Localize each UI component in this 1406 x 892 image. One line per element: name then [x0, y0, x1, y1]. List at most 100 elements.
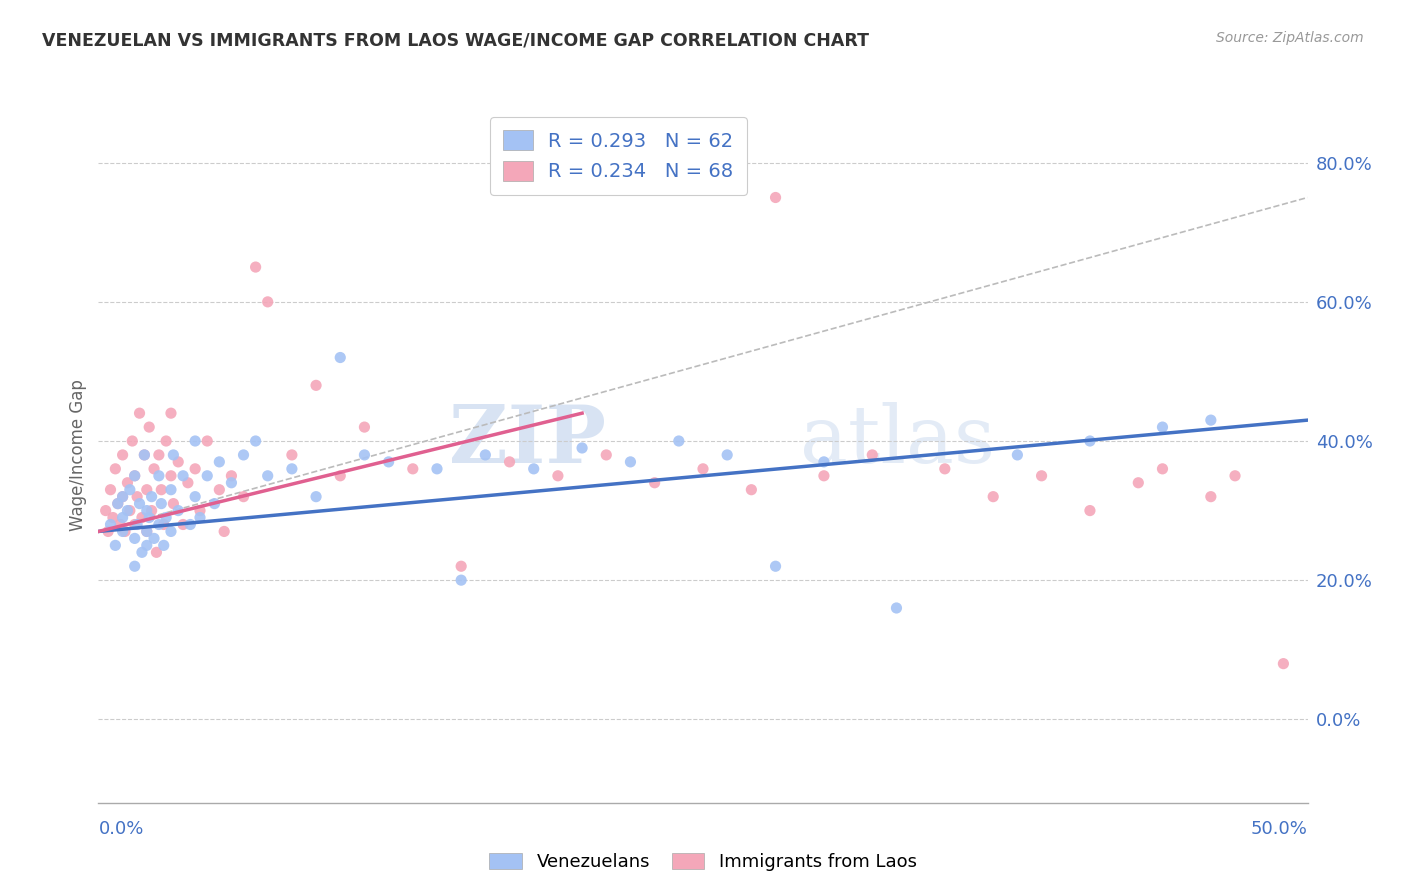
Point	[111, 448, 134, 462]
Point	[281, 448, 304, 462]
Point	[329, 468, 352, 483]
Point	[117, 503, 139, 517]
Point	[1152, 462, 1174, 476]
Point	[118, 503, 141, 517]
Point	[1199, 490, 1222, 504]
Point	[221, 475, 243, 490]
Y-axis label: Wage/Income Gap: Wage/Income Gap	[69, 379, 87, 531]
Point	[148, 468, 170, 483]
Point	[256, 468, 278, 483]
Point	[1152, 420, 1174, 434]
Point	[107, 497, 129, 511]
Point	[160, 524, 183, 539]
Point	[150, 497, 173, 511]
Point	[208, 483, 231, 497]
Point	[1199, 413, 1222, 427]
Point	[155, 434, 177, 448]
Point	[177, 475, 200, 490]
Point	[172, 468, 194, 483]
Point	[668, 434, 690, 448]
Point	[162, 448, 184, 462]
Point	[128, 406, 150, 420]
Point	[188, 510, 211, 524]
Point	[256, 294, 278, 309]
Point	[474, 448, 496, 462]
Point	[127, 517, 149, 532]
Point	[145, 545, 167, 559]
Point	[167, 503, 190, 517]
Point	[595, 448, 617, 462]
Point	[245, 434, 267, 448]
Point	[1007, 448, 1029, 462]
Point	[138, 510, 160, 524]
Point	[353, 420, 375, 434]
Point	[148, 448, 170, 462]
Point	[104, 538, 127, 552]
Point	[117, 475, 139, 490]
Legend: Venezuelans, Immigrants from Laos: Venezuelans, Immigrants from Laos	[482, 846, 924, 879]
Point	[305, 378, 328, 392]
Point	[765, 190, 787, 204]
Point	[765, 559, 787, 574]
Point	[100, 483, 122, 497]
Point	[124, 517, 146, 532]
Point	[184, 462, 207, 476]
Point	[94, 503, 117, 517]
Point	[1031, 468, 1053, 483]
Point	[232, 448, 254, 462]
Point	[135, 524, 157, 539]
Point	[172, 517, 194, 532]
Point	[305, 490, 328, 504]
Text: atlas: atlas	[800, 402, 995, 480]
Point	[1078, 503, 1101, 517]
Point	[128, 497, 150, 511]
Text: 50.0%: 50.0%	[1251, 821, 1308, 838]
Point	[498, 455, 520, 469]
Point	[716, 448, 738, 462]
Point	[155, 510, 177, 524]
Point	[141, 490, 163, 504]
Point	[108, 517, 131, 532]
Point	[160, 406, 183, 420]
Point	[1223, 468, 1246, 483]
Point	[813, 455, 835, 469]
Point	[143, 532, 166, 546]
Text: 0.0%: 0.0%	[98, 821, 143, 838]
Point	[402, 462, 425, 476]
Point	[860, 448, 883, 462]
Point	[195, 468, 218, 483]
Point	[813, 468, 835, 483]
Point	[523, 462, 546, 476]
Point	[134, 448, 156, 462]
Point	[934, 462, 956, 476]
Point	[131, 510, 153, 524]
Point	[134, 448, 156, 462]
Point	[124, 532, 146, 546]
Point	[135, 538, 157, 552]
Point	[184, 490, 207, 504]
Point	[184, 434, 207, 448]
Point	[124, 559, 146, 574]
Point	[160, 468, 183, 483]
Point	[232, 490, 254, 504]
Point	[195, 434, 218, 448]
Point	[571, 441, 593, 455]
Point	[131, 545, 153, 559]
Point	[152, 538, 174, 552]
Point	[547, 468, 569, 483]
Point	[162, 497, 184, 511]
Legend: R = 0.293   N = 62, R = 0.234   N = 68: R = 0.293 N = 62, R = 0.234 N = 68	[489, 117, 747, 194]
Point	[160, 483, 183, 497]
Point	[426, 462, 449, 476]
Point	[221, 468, 243, 483]
Point	[450, 573, 472, 587]
Point	[150, 483, 173, 497]
Point	[141, 503, 163, 517]
Point	[97, 524, 120, 539]
Point	[212, 524, 235, 539]
Point	[111, 524, 134, 539]
Point	[981, 490, 1004, 504]
Text: VENEZUELAN VS IMMIGRANTS FROM LAOS WAGE/INCOME GAP CORRELATION CHART: VENEZUELAN VS IMMIGRANTS FROM LAOS WAGE/…	[42, 31, 869, 49]
Point	[135, 483, 157, 497]
Point	[692, 462, 714, 476]
